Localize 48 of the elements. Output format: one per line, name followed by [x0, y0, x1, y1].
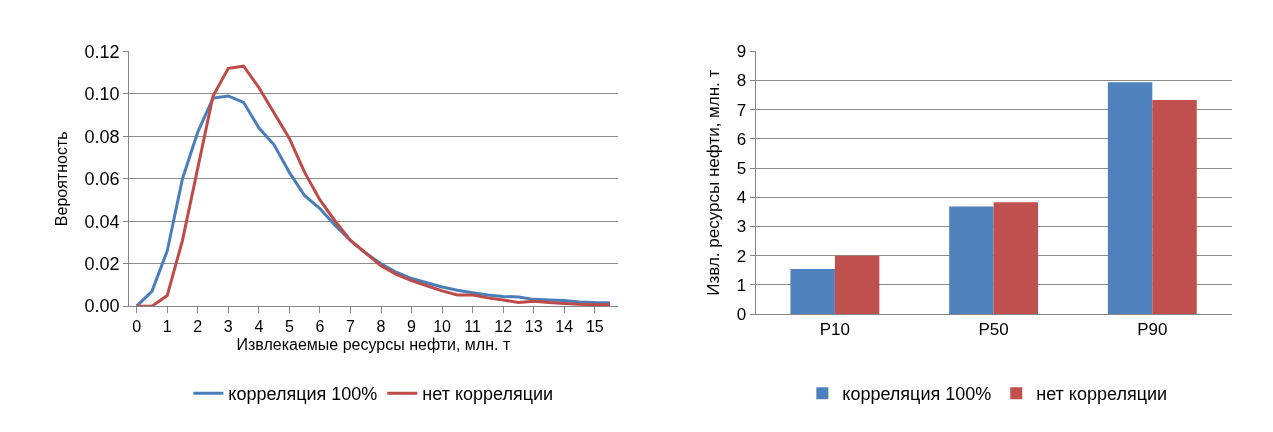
bar: [790, 269, 835, 314]
legend-label: корреляция 100%: [842, 384, 992, 405]
bar: [993, 202, 1039, 314]
x-tick-label: 15: [585, 318, 604, 336]
legend-label: нет корреляции: [1036, 384, 1168, 405]
y-axis-title: Извл. ресурсы нефти, млн. т: [704, 69, 724, 296]
x-tick-label: 4: [254, 318, 264, 336]
y-tick-label: 9: [736, 42, 747, 62]
x-tick-label: 6: [315, 318, 325, 336]
bar: [834, 255, 880, 314]
x-tick-label: 8: [376, 318, 386, 336]
y-tick-label: 4: [736, 188, 747, 208]
y-tick-label: 0.08: [84, 126, 120, 147]
y-tick-label: 6: [736, 129, 747, 149]
legend-label: корреляция 100%: [228, 384, 378, 405]
x-tick-label: 0: [132, 318, 142, 336]
legend-label: нет корреляции: [422, 384, 554, 405]
bar: [1107, 82, 1153, 314]
bar: [949, 206, 994, 314]
y-axis-title: Вероятность: [53, 131, 71, 227]
x-tick-label: 3: [223, 318, 233, 336]
x-tick-label: 13: [524, 318, 543, 336]
x-tick-label: 10: [433, 318, 452, 336]
x-tick-label: 11: [464, 318, 482, 336]
y-tick-label: 7: [736, 100, 747, 120]
y-tick-label: 0.04: [84, 211, 120, 232]
bar: [1152, 100, 1197, 314]
x-tick-label: P90: [1137, 320, 1168, 340]
y-tick-label: 0.10: [84, 84, 120, 105]
x-axis-title: Извлекаемые ресурсы нефти, млн. т: [236, 336, 511, 354]
x-tick-label: 12: [494, 318, 513, 336]
y-tick-label: 0.06: [84, 169, 120, 190]
y-tick-label: 0.02: [84, 253, 120, 274]
y-tick-label: 0.00: [84, 296, 120, 317]
x-tick-label: 9: [407, 318, 417, 336]
y-tick-label: 8: [736, 71, 747, 91]
y-tick-label: 5: [736, 159, 747, 179]
x-tick-label: 14: [555, 318, 574, 336]
x-tick-label: 5: [284, 318, 294, 336]
x-tick-label: 1: [162, 318, 172, 336]
x-tick-label: 7: [346, 318, 356, 336]
y-tick-label: 0.12: [84, 41, 120, 62]
x-tick-label: 2: [193, 318, 203, 336]
x-tick-label: P10: [819, 320, 851, 340]
x-tick-label: P50: [978, 320, 1009, 340]
y-tick-label: 2: [736, 246, 747, 266]
y-tick-label: 1: [736, 275, 747, 295]
y-tick-label: 3: [736, 217, 747, 237]
